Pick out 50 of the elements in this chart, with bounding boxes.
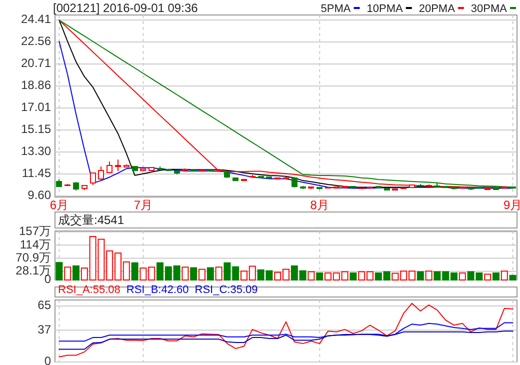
bar — [425, 270, 432, 280]
legend-label: 30PMA — [470, 3, 508, 15]
x-tick-label: 8月 — [310, 198, 329, 212]
bar — [458, 272, 466, 280]
y-tick-label: 20.71 — [20, 56, 52, 70]
legend-label: 10PMA — [366, 3, 404, 15]
y-tick-label: 15.15 — [20, 122, 52, 136]
bar — [308, 271, 315, 280]
y-tick-label: 11.45 — [22, 166, 52, 180]
bar — [182, 266, 189, 280]
bar — [500, 270, 508, 280]
y-tick-label: 18.86 — [20, 78, 52, 92]
y-tick-label: 114万 — [20, 237, 51, 252]
y-tick-label: 65 — [38, 298, 52, 312]
y-tick-label: 0 — [44, 354, 52, 365]
y-tick-label: 37 — [38, 322, 52, 336]
bar — [416, 271, 424, 280]
bar — [64, 266, 72, 280]
bar — [190, 267, 198, 280]
bar — [72, 265, 80, 280]
x-tick-label: 6月 — [50, 198, 69, 212]
y-tick-label: 13.30 — [20, 144, 52, 158]
chart-title: [002121] 2016-09-01 09:36 — [53, 1, 198, 15]
bar — [492, 272, 500, 280]
bar — [198, 268, 206, 280]
y-tick-label: 157万 — [18, 224, 51, 238]
bar — [206, 267, 214, 280]
legend-label: 5PMA — [320, 3, 352, 15]
y-tick-label: 24.41 — [20, 12, 52, 26]
text: RSI_B:42.60 — [126, 284, 189, 296]
text: RSI_A:55.08 — [58, 284, 120, 296]
bar — [56, 262, 63, 280]
bar — [131, 262, 138, 280]
chart-title: 成交量:4541 — [58, 213, 124, 227]
y-tick-label: 17.01 — [20, 100, 52, 114]
y-tick-label: 22.56 — [20, 34, 52, 48]
bar — [350, 272, 357, 280]
y-tick-label: 9.60 — [28, 188, 52, 202]
line-series — [58, 322, 514, 342]
legend-label: 20PMA — [418, 3, 456, 15]
x-tick-label: 7月 — [134, 198, 153, 212]
line-series — [58, 302, 514, 358]
x-tick-label: 9月 — [503, 198, 520, 212]
line-series — [58, 330, 514, 350]
text: RSI_C:35.09 — [194, 284, 258, 296]
y-tick-label: 70.9万 — [16, 250, 51, 264]
bar — [484, 274, 492, 280]
bar — [215, 266, 222, 280]
bar — [316, 272, 324, 280]
bar — [509, 274, 516, 280]
